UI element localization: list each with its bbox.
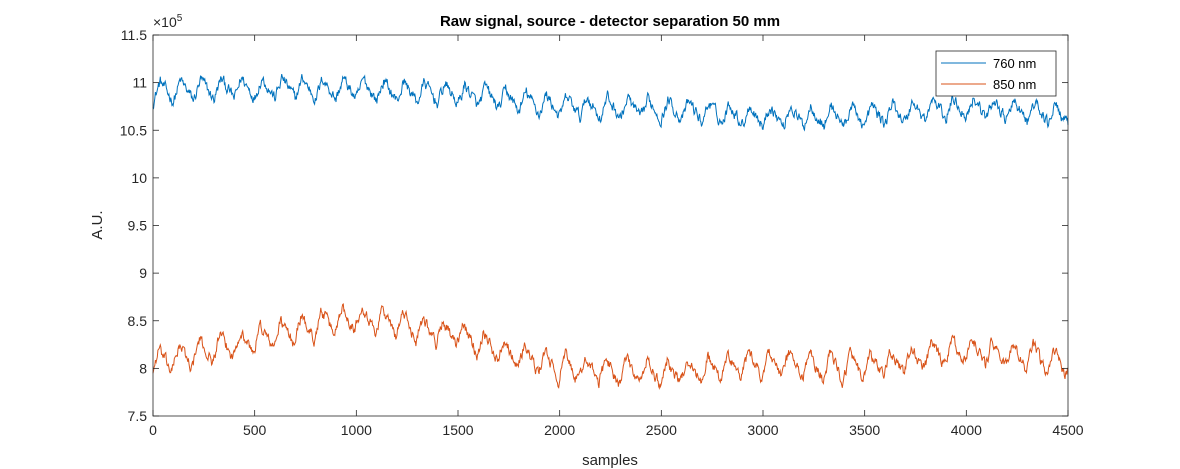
x-tick-label: 3000 (747, 422, 778, 438)
y-axis-title: A.U. (89, 210, 106, 239)
legend-box (935, 50, 1057, 97)
ticks-layer: 0 500 1000 1500 2000 2500 3000 3500 4000 4500 7.5 8… (120, 27, 1084, 438)
x-tick-label: 3500 (849, 422, 880, 438)
series-line-850nm (152, 303, 1069, 391)
y-tick-label: 8.5 (128, 313, 148, 329)
legend-label-850nm: 850 nm (993, 77, 1036, 92)
x-tick-label: 500 (243, 422, 267, 438)
x-tick-label: 1000 (341, 422, 372, 438)
x-axis-title: samples (582, 452, 638, 469)
x-tick-label: 0 (149, 422, 157, 438)
x-tick-label: 4500 (1052, 422, 1083, 438)
plot-area (153, 35, 1068, 416)
y-tick-label: 8 (139, 360, 147, 376)
y-tick-label: 11 (132, 75, 147, 91)
series-line-760nm (152, 73, 1069, 132)
x-tick-label: 2000 (544, 422, 575, 438)
x-tick-label: 4000 (951, 422, 982, 438)
y-tick-label: 11.5 (121, 27, 147, 43)
series-layer (152, 73, 1069, 391)
legend: 760 nm 850 nm (935, 50, 1057, 97)
chart-title: Raw signal, source - detector separation… (440, 13, 780, 30)
x-tick-label: 2500 (646, 422, 677, 438)
y-tick-label: 10 (131, 170, 147, 186)
y-tick-label: 9 (139, 265, 147, 281)
y-exponent-multiplier: ×105 (153, 13, 183, 30)
y-tick-label: 10.5 (120, 122, 147, 138)
x-tick-label: 1500 (442, 422, 473, 438)
legend-label-760nm: 760 nm (993, 56, 1036, 71)
y-tick-label: 9.5 (128, 218, 148, 234)
y-tick-label: 7.5 (128, 408, 148, 424)
